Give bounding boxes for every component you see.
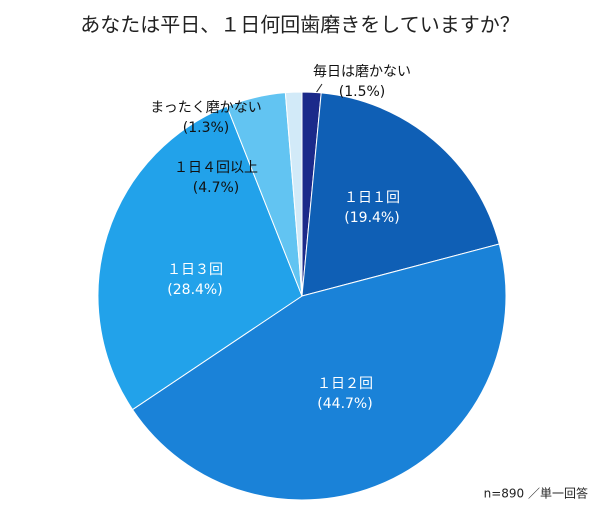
chart-title: あなたは平日、１日何回歯磨きをしていますか？ [80, 13, 519, 37]
pie-slice [97, 105, 303, 411]
pie-slice [301, 92, 500, 297]
slice-label: １日１回 [344, 190, 400, 206]
slice-label: １日３回 [167, 262, 223, 278]
slice-value-label: (4.7%) [193, 180, 240, 196]
slice-label: １日４回以上 [174, 160, 258, 176]
slice-value-label: (19.4%) [344, 210, 399, 226]
slice-label: まったく磨かない [150, 100, 261, 116]
slice-value-label: (1.5%) [339, 84, 386, 100]
sample-note: n=890 ／単一回答 [484, 486, 588, 501]
slice-label: １日２回 [317, 376, 373, 392]
pie-slice [131, 243, 507, 501]
slice-value-label: (1.3%) [183, 120, 230, 136]
slice-label: 毎日は磨かない [313, 64, 411, 80]
slice-value-label: (28.4%) [167, 282, 222, 298]
pie-slice [284, 91, 303, 297]
slice-value-label: (44.7%) [317, 396, 372, 412]
